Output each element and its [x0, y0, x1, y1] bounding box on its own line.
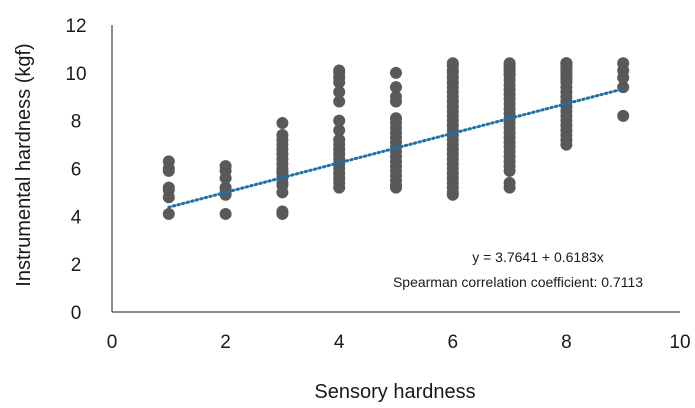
x-axis-title: Sensory hardness	[314, 381, 475, 403]
data-point	[219, 160, 232, 173]
data-point	[446, 57, 459, 70]
x-tick-label: 8	[561, 332, 572, 353]
data-point	[503, 57, 516, 70]
data-point	[276, 205, 289, 218]
y-tick-label: 2	[71, 255, 82, 276]
y-axis-title: Instrumental hardness (kgf)	[13, 43, 35, 286]
data-point	[390, 66, 402, 79]
data-point	[390, 90, 402, 103]
data-point	[333, 64, 346, 77]
x-tick-label: 4	[334, 332, 345, 353]
data-point	[617, 57, 630, 70]
y-tick-labels: 0 2 4 6 8 10 12	[65, 16, 86, 324]
x-tick-label: 2	[220, 332, 231, 353]
data-point	[617, 109, 630, 122]
data-point	[276, 129, 289, 142]
y-tick-label: 6	[71, 160, 82, 181]
x-tick-label: 0	[107, 332, 118, 353]
data-point	[333, 85, 346, 98]
data-point	[390, 112, 402, 125]
x-tick-labels: 0 2 4 6 8 10	[107, 332, 691, 353]
y-tick-label: 10	[65, 64, 86, 85]
data-point	[333, 124, 346, 137]
data-point	[333, 95, 346, 108]
plot-area	[111, 25, 680, 313]
y-tick-label: 12	[65, 16, 86, 37]
data-point	[503, 176, 516, 189]
y-tick-label: 8	[71, 112, 82, 133]
data-point	[560, 57, 573, 70]
data-point	[333, 133, 346, 146]
data-point	[162, 155, 175, 168]
trend-line	[167, 87, 625, 209]
data-point	[390, 81, 402, 94]
data-points	[162, 57, 630, 220]
data-point	[219, 207, 232, 220]
y-tick-label: 4	[71, 207, 82, 228]
data-point	[276, 117, 289, 130]
regression-equation: y = 3.7641 + 0.6183x	[472, 249, 604, 265]
x-tick-label: 10	[669, 332, 690, 353]
data-point	[162, 181, 175, 194]
correlation-coefficient: Spearman correlation coefficient: 0.7113	[393, 274, 643, 290]
y-tick-label: 0	[71, 303, 82, 324]
x-tick-label: 6	[448, 332, 459, 353]
data-point	[162, 207, 175, 220]
data-point	[333, 114, 346, 127]
